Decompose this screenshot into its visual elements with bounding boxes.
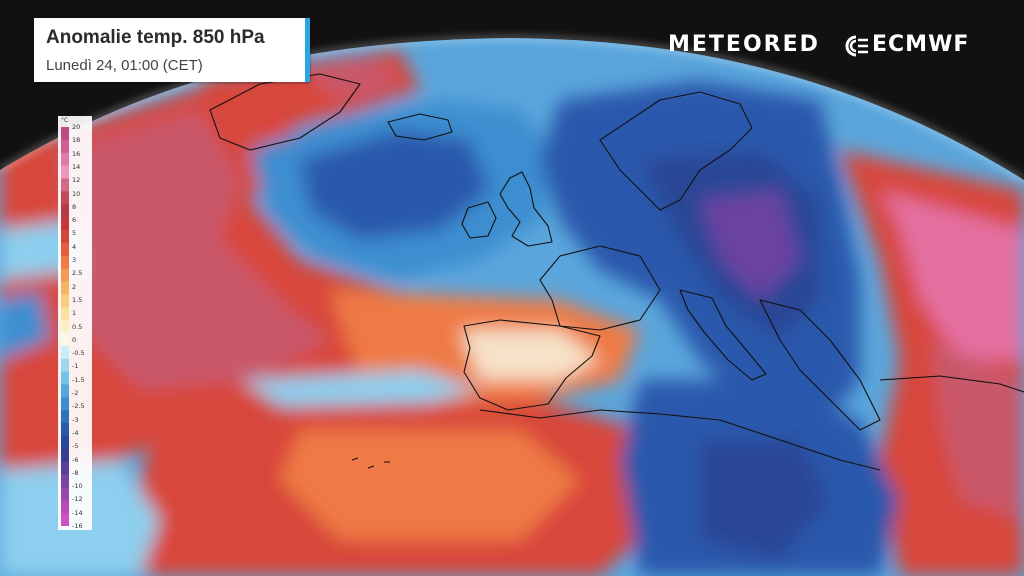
color-legend: °C 20 18 16 14 12 10 8 6 5 4 3 2.5 2 1.5 1 0.5 0 -0.5 -1 -1… xyxy=(58,116,92,530)
legend-tick-label: 16 xyxy=(72,149,81,158)
legend-swatch xyxy=(61,178,69,192)
legend-swatch xyxy=(61,139,69,154)
legend-swatch xyxy=(61,474,69,488)
legend-tick-label: 0.5 xyxy=(72,322,83,331)
legend-tick-label: 2.5 xyxy=(72,269,83,278)
turkey-outline xyxy=(879,375,1024,393)
legend-tick-label: -2 xyxy=(72,389,79,397)
legend-swatch xyxy=(61,255,69,270)
iceland-outline xyxy=(387,113,453,141)
legend-tick-label: 1.5 xyxy=(72,295,83,304)
scandinavia-outline xyxy=(599,91,753,211)
legend-tick-label: 8 xyxy=(72,202,77,211)
legend-tick-label: 12 xyxy=(72,176,81,185)
legend-swatch xyxy=(61,397,69,411)
legend-swatch xyxy=(61,281,69,295)
legend-tick-label: 18 xyxy=(72,136,81,145)
canary-islands xyxy=(351,457,390,469)
legend-tick-label: 5 xyxy=(72,229,77,238)
map-title: Anomalie temp. 850 hPa xyxy=(46,27,265,48)
ecmwf-logo: ECMWF xyxy=(872,32,970,57)
legend-swatch xyxy=(61,332,69,347)
legend-tick-label: 0 xyxy=(72,335,77,344)
legend-swatch xyxy=(61,242,69,257)
globe-limb-glow xyxy=(0,36,1024,182)
balkans-outline xyxy=(759,299,881,431)
legend-tick-label: 2 xyxy=(72,282,77,291)
legend-swatch xyxy=(61,358,69,373)
meteored-logo: METEORED xyxy=(668,32,820,57)
legend-swatch xyxy=(61,307,69,321)
legend-swatch xyxy=(61,320,69,334)
italy-outline xyxy=(679,289,767,381)
france-outline xyxy=(539,245,661,331)
legend-tick-label: 3 xyxy=(72,256,77,264)
legend-unit: °C xyxy=(61,117,69,124)
legend-swatch xyxy=(61,268,69,282)
legend-tick-label: -1 xyxy=(72,362,79,371)
legend-swatch xyxy=(61,152,69,167)
legend-tick-label: 4 xyxy=(72,242,77,251)
legend-color-bar xyxy=(61,127,69,526)
legend-tick-label: -0.5 xyxy=(72,349,85,358)
legend-swatch xyxy=(61,345,69,360)
north-africa-coast xyxy=(479,409,881,471)
legend-swatch xyxy=(61,435,69,450)
map-timestamp: Lunedì 24, 01:00 (CET) xyxy=(46,57,203,74)
legend-tick-label: -3 xyxy=(72,415,79,424)
great-britain-outline xyxy=(499,171,553,247)
legend-swatch xyxy=(61,191,69,205)
legend-tick-label: -8 xyxy=(72,468,79,477)
legend-swatch xyxy=(61,487,69,501)
ireland-outline xyxy=(461,201,497,239)
coastlines xyxy=(209,73,1024,471)
legend-swatch xyxy=(61,461,69,476)
legend-swatch xyxy=(61,513,69,526)
legend-swatch xyxy=(61,217,69,231)
legend-tick-label: 10 xyxy=(72,189,81,198)
legend-tick-label: -16 xyxy=(72,522,83,530)
legend-swatch xyxy=(61,165,69,179)
legend-tick-label: -6 xyxy=(72,455,79,464)
legend-tick-label: -14 xyxy=(72,508,83,517)
legend-tick-label: 6 xyxy=(72,216,77,225)
legend-swatch xyxy=(61,384,69,398)
legend-tick-label: -2.5 xyxy=(72,402,85,411)
legend-tick-label: 20 xyxy=(72,123,81,131)
atlantic-warm-core xyxy=(60,110,330,390)
legend-swatch xyxy=(61,500,69,514)
legend-swatch xyxy=(61,229,69,244)
legend-tick-label: 14 xyxy=(72,162,81,171)
legend-swatch xyxy=(61,423,69,437)
legend-tick-label: 1 xyxy=(72,309,77,318)
title-accent-bar xyxy=(305,18,310,82)
legend-swatch xyxy=(61,410,69,424)
legend-swatch xyxy=(61,204,69,218)
ecmwf-swirl-icon xyxy=(845,35,868,57)
legend-swatch xyxy=(61,294,69,308)
legend-swatch xyxy=(61,448,69,463)
legend-tick-label: -1.5 xyxy=(72,375,85,384)
legend-swatch xyxy=(61,127,69,141)
legend-ticks: 20 18 16 14 12 10 8 6 5 4 3 2.5 2 1.5 1 0.5 0 -0.5 -1 -1.5 -… xyxy=(72,123,92,530)
iberia-outline xyxy=(463,319,601,411)
title-box: Anomalie temp. 850 hPa Lunedì 24, 01:00 … xyxy=(34,18,310,82)
legend-tick-label: -4 xyxy=(72,428,79,437)
legend-tick-label: -12 xyxy=(72,495,83,504)
legend-swatch xyxy=(61,371,69,385)
legend-tick-label: -5 xyxy=(72,442,79,451)
legend-tick-label: -10 xyxy=(72,482,83,491)
